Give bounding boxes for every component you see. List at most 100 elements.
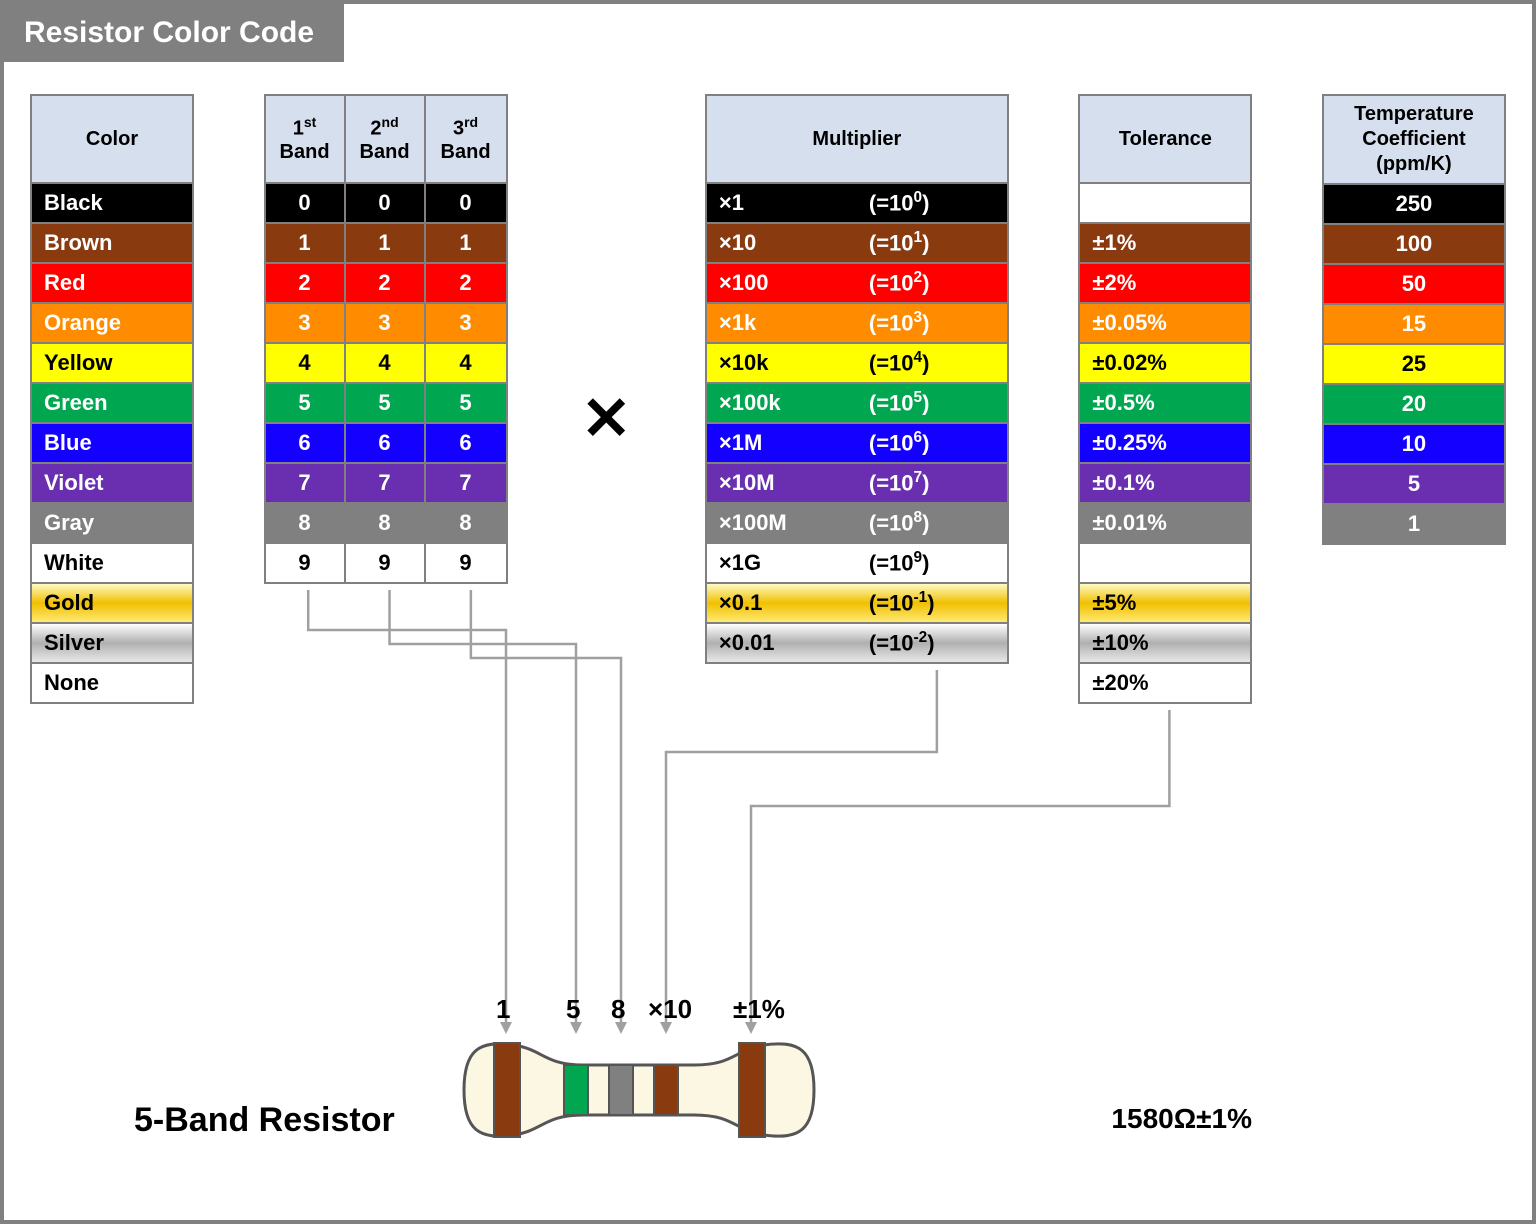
temp-coeff-cell: 250: [1324, 183, 1504, 223]
mult-exp-cell: (=104): [857, 342, 1007, 382]
mult-exp-cell: (=10-1): [857, 582, 1007, 622]
mult-value-cell: ×1M: [707, 422, 857, 462]
tolerance-cell: ±0.02%: [1080, 342, 1250, 382]
digit-cell: 9: [266, 542, 346, 582]
digit-cell: 3: [266, 302, 346, 342]
tolerance-header: Tolerance: [1080, 96, 1250, 182]
color-name-cell: Brown: [32, 222, 192, 262]
color-name-cell: Black: [32, 182, 192, 222]
temp-coeff-cell: 1: [1324, 503, 1504, 543]
digit-cell: 2: [426, 262, 506, 302]
digit-cell: 5: [266, 382, 346, 422]
mult-value-cell: ×0.1: [707, 582, 857, 622]
digit-cell: 4: [346, 342, 426, 382]
tolerance-cell: ±10%: [1080, 622, 1250, 662]
tolerance-cell: ±0.05%: [1080, 302, 1250, 342]
digit-cell: 8: [266, 502, 346, 542]
mult-value-cell: ×1k: [707, 302, 857, 342]
mult-value-cell: ×10M: [707, 462, 857, 502]
digit-cell: 7: [266, 462, 346, 502]
temp-coeff-header: Temperature Coefficient (ppm/K): [1324, 96, 1504, 183]
digit-cell: 7: [346, 462, 426, 502]
digit-cell: 7: [426, 462, 506, 502]
example-value: 1580Ω±1%: [1111, 1103, 1252, 1135]
digit-cell: 3: [346, 302, 426, 342]
digit-cell: 3: [426, 302, 506, 342]
mult-exp-cell: (=109): [857, 542, 1007, 582]
digit-cell: 6: [266, 422, 346, 462]
temp-coeff-table: Temperature Coefficient (ppm/K) 25010050…: [1322, 94, 1506, 545]
tolerance-cell: ±0.25%: [1080, 422, 1250, 462]
page-title: Resistor Color Code: [4, 4, 344, 62]
mult-exp-cell: (=107): [857, 462, 1007, 502]
digit-cell: 0: [426, 182, 506, 222]
temp-coeff-cell: 50: [1324, 263, 1504, 303]
digit-cell: 9: [426, 542, 506, 582]
band-label: ±1%: [733, 994, 785, 1025]
band-label: 5: [566, 994, 580, 1025]
tolerance-cell: ±0.5%: [1080, 382, 1250, 422]
digit-cell: 0: [266, 182, 346, 222]
color-name-cell: Red: [32, 262, 192, 302]
tables-row: Color BlackBrownRedOrangeYellowGreenBlue…: [30, 94, 1506, 704]
mult-value-cell: ×1G: [707, 542, 857, 582]
color-name-cell: Blue: [32, 422, 192, 462]
digit-cell: 6: [346, 422, 426, 462]
tolerance-cell: [1080, 182, 1250, 222]
mult-exp-cell: (=102): [857, 262, 1007, 302]
color-name-cell: White: [32, 542, 192, 582]
mult-value-cell: ×1: [707, 182, 857, 222]
digit-cell: 1: [266, 222, 346, 262]
temp-coeff-cell: 100: [1324, 223, 1504, 263]
color-name-cell: Violet: [32, 462, 192, 502]
tolerance-cell: ±0.1%: [1080, 462, 1250, 502]
page: Resistor Color Code Color BlackBrownRedO…: [0, 0, 1536, 1224]
digit-cell: 5: [346, 382, 426, 422]
mult-value-cell: ×100k: [707, 382, 857, 422]
tolerance-cell: ±1%: [1080, 222, 1250, 262]
digit-cell: 5: [426, 382, 506, 422]
tolerance-cell: ±5%: [1080, 582, 1250, 622]
band-label: 8: [611, 994, 625, 1025]
digit-cell: 2: [266, 262, 346, 302]
mult-exp-cell: (=100): [857, 182, 1007, 222]
bands-table: 1stBand 2ndBand 3rdBand 0001112223334445…: [264, 94, 508, 584]
digit-cell: 8: [346, 502, 426, 542]
temp-coeff-cell: 5: [1324, 463, 1504, 503]
color-name-cell: Yellow: [32, 342, 192, 382]
tolerance-cell: ±2%: [1080, 262, 1250, 302]
tolerance-cell: [1080, 542, 1250, 582]
temp-coeff-cell: 10: [1324, 423, 1504, 463]
mult-value-cell: ×10: [707, 222, 857, 262]
temp-coeff-cell: 20: [1324, 383, 1504, 423]
temp-coeff-cell: 15: [1324, 303, 1504, 343]
mult-exp-cell: (=103): [857, 302, 1007, 342]
multiplier-table: Multiplier ×1(=100)×10(=101)×100(=102)×1…: [705, 94, 1009, 664]
color-table: Color BlackBrownRedOrangeYellowGreenBlue…: [30, 94, 194, 704]
mult-value-cell: ×100: [707, 262, 857, 302]
band3-header: 3rdBand: [426, 96, 506, 182]
digit-cell: 9: [346, 542, 426, 582]
band2-header: 2ndBand: [346, 96, 426, 182]
digit-cell: 6: [426, 422, 506, 462]
mult-value-cell: ×100M: [707, 502, 857, 542]
tolerance-cell: ±20%: [1080, 662, 1250, 702]
digit-cell: 4: [266, 342, 346, 382]
digit-cell: 2: [346, 262, 426, 302]
color-name-cell: None: [32, 662, 192, 702]
mult-exp-cell: (=10-2): [857, 622, 1007, 662]
digit-cell: 1: [426, 222, 506, 262]
band-label: 1: [496, 994, 510, 1025]
band1-header: 1stBand: [266, 96, 346, 182]
example-section: 5-Band Resistor 1580Ω±1% 158×10±1%: [4, 920, 1532, 1180]
multiply-icon: ✕: [577, 384, 635, 454]
mult-exp-cell: (=101): [857, 222, 1007, 262]
temp-coeff-cell: 25: [1324, 343, 1504, 383]
color-name-cell: Gold: [32, 582, 192, 622]
color-header: Color: [32, 96, 192, 182]
digit-cell: 8: [426, 502, 506, 542]
mult-exp-cell: (=105): [857, 382, 1007, 422]
color-name-cell: Gray: [32, 502, 192, 542]
digit-cell: 1: [346, 222, 426, 262]
band-label: ×10: [648, 994, 692, 1025]
